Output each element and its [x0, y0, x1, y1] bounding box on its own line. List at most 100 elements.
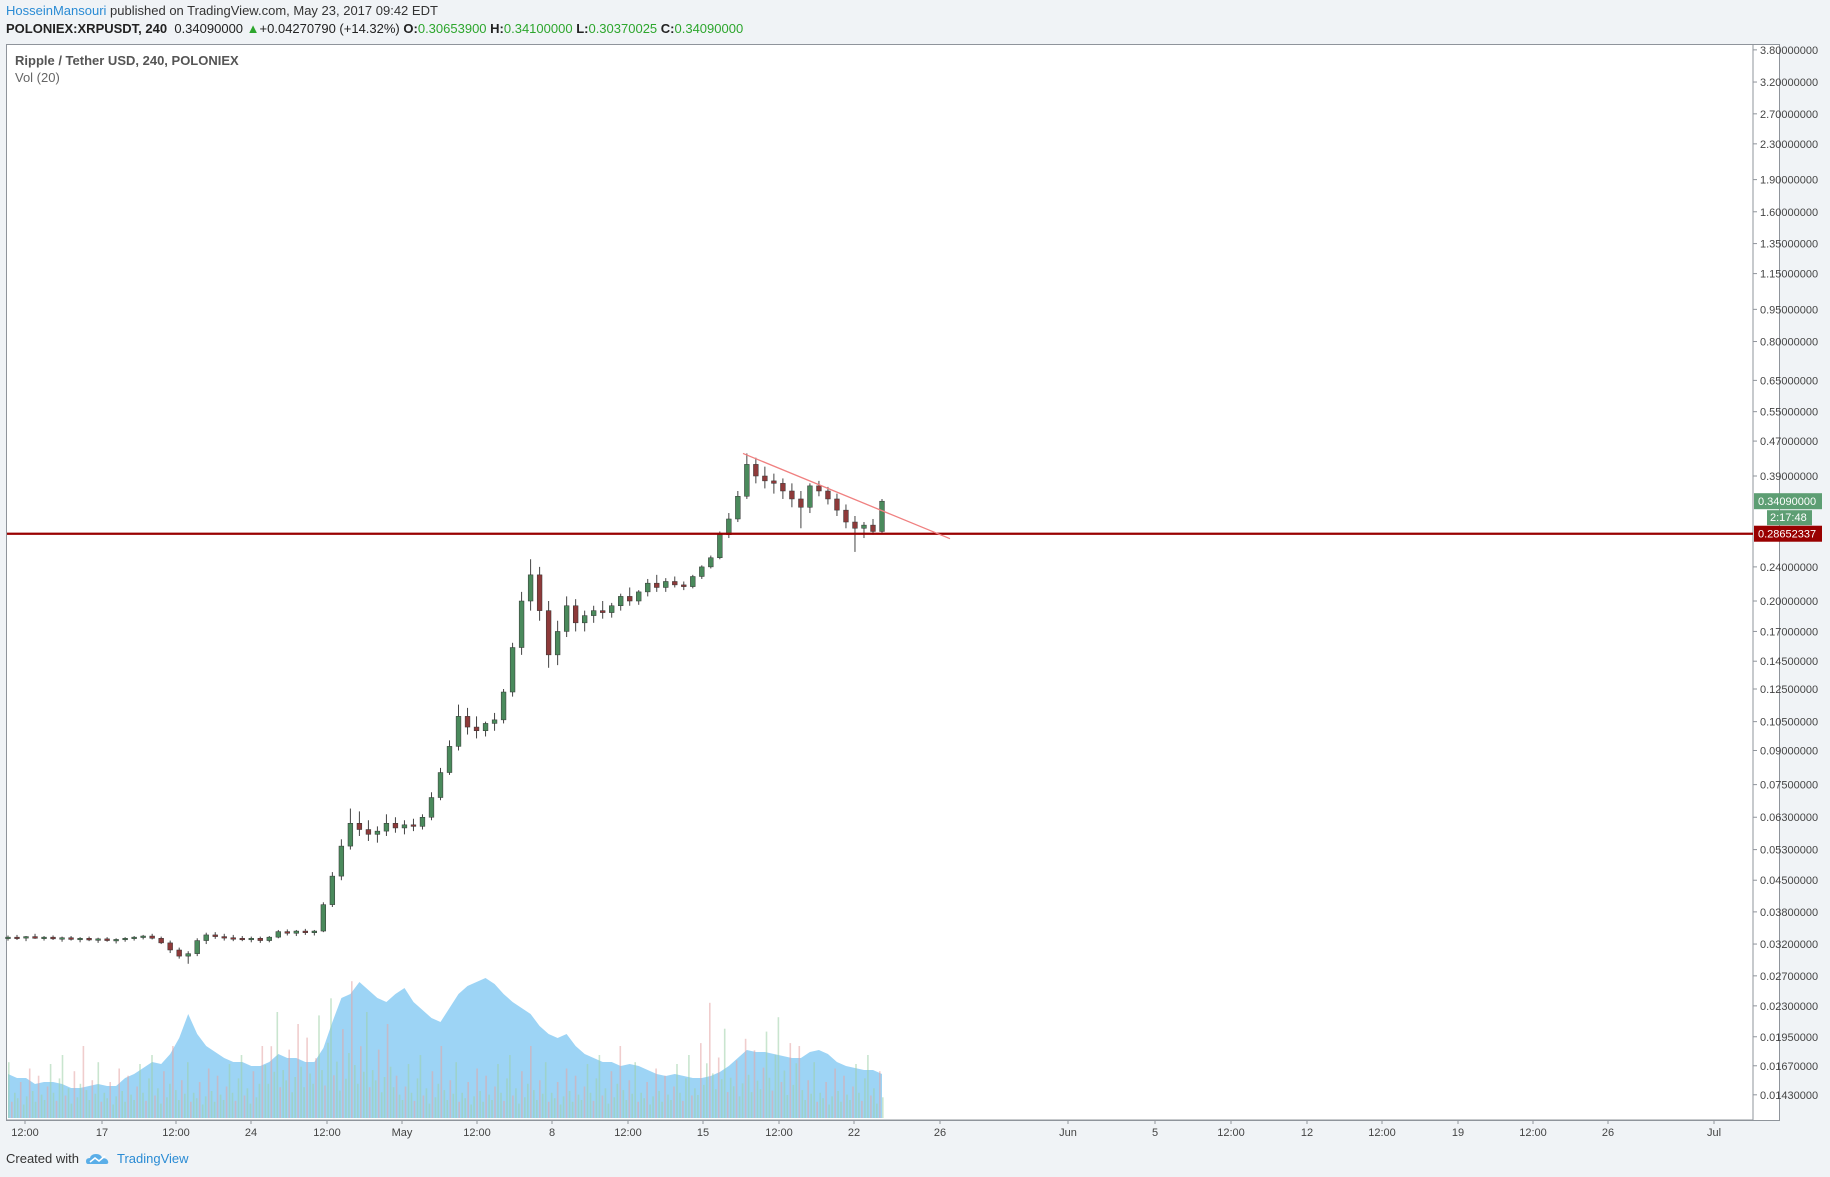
volume-bar	[694, 1088, 696, 1118]
volume-bar	[676, 1064, 678, 1118]
x-tick-label: 12:00	[162, 1127, 190, 1139]
volume-bar	[228, 1064, 231, 1118]
volume-bar	[291, 1092, 293, 1118]
volume-bar	[106, 1098, 108, 1118]
support-price-label: 0.28652337	[1758, 529, 1816, 541]
candle-body	[753, 464, 759, 477]
candle-body	[600, 610, 606, 613]
y-tick-label: 0.02700000	[1760, 971, 1818, 983]
volume-bar	[151, 1055, 153, 1118]
volume-bar	[613, 1097, 616, 1118]
volume-bar	[130, 1094, 132, 1118]
tradingview-brand[interactable]: TradingView	[116, 1151, 189, 1166]
volume-bar	[267, 1083, 270, 1118]
volume-bar	[449, 1080, 452, 1118]
volume-bar	[342, 1029, 344, 1118]
candle-body	[645, 582, 651, 593]
y-tick-label: 0.02300000	[1760, 1001, 1818, 1013]
volume-bar	[571, 1101, 574, 1118]
volume-bar	[852, 1086, 854, 1118]
candle-body	[230, 937, 236, 940]
volume-bar	[240, 1055, 243, 1118]
x-tick-label: 12:00	[1217, 1127, 1245, 1139]
volume-bar	[834, 1068, 836, 1118]
volume-bar	[753, 1050, 756, 1118]
volume-bar	[816, 1101, 818, 1118]
volume-bar	[825, 1082, 827, 1118]
volume-bar	[249, 1103, 252, 1118]
volume-bar	[783, 1070, 786, 1118]
y-tick-label: 0.65000000	[1760, 375, 1818, 387]
volume-bar	[434, 1097, 437, 1118]
volume-bar	[88, 1100, 91, 1118]
volume-bar	[198, 1082, 201, 1118]
volume-bar	[792, 1084, 795, 1118]
y-tick-label: 0.05300000	[1760, 845, 1818, 857]
candle-body	[338, 845, 345, 877]
countdown-label: 2:17:48	[1770, 512, 1807, 524]
candle-body	[392, 823, 399, 829]
volume-bar	[219, 1094, 222, 1118]
candle-body	[158, 938, 164, 944]
x-tick-label: 8	[549, 1127, 555, 1139]
volume-bar	[85, 1090, 88, 1118]
volume-bar	[61, 1055, 64, 1118]
volume-bar	[452, 1093, 455, 1118]
candle-body	[545, 610, 552, 656]
volume-bar	[804, 1100, 806, 1118]
candle-body	[248, 938, 254, 941]
volume-bar	[357, 1083, 359, 1118]
volume-bar	[121, 1091, 123, 1118]
volume-bar	[118, 1068, 120, 1118]
volume-bar	[661, 1101, 663, 1118]
volume-bar	[103, 1092, 106, 1118]
x-tick-label: 12	[1301, 1127, 1313, 1139]
candle-body	[239, 938, 245, 941]
volume-bar	[625, 1100, 628, 1118]
volume-bar	[285, 1080, 287, 1118]
x-tick-label: 12:00	[765, 1127, 793, 1139]
volume-bar	[709, 1002, 711, 1118]
volume-bar	[276, 1012, 279, 1118]
candle-body	[122, 938, 128, 941]
volume-bar	[583, 1086, 586, 1118]
x-tick-label: 12:00	[1519, 1127, 1547, 1139]
chart-frame[interactable]	[6, 44, 1780, 1121]
volume-bar	[327, 1042, 329, 1118]
volume-bar	[670, 1100, 672, 1118]
volume-bar	[717, 1057, 720, 1118]
candle-body	[293, 930, 299, 934]
volume-bar	[366, 1012, 368, 1118]
volume-bar	[374, 1080, 377, 1118]
candle-body	[572, 605, 579, 624]
candle-body	[690, 576, 696, 587]
candle-body	[762, 475, 768, 482]
volume-bar	[530, 1046, 532, 1118]
volume-bar	[16, 1098, 19, 1118]
volume-bar	[732, 1086, 735, 1118]
y-tick-label: 1.90000000	[1760, 175, 1818, 187]
volume-bar	[237, 1078, 240, 1118]
volume-bar	[46, 1086, 49, 1118]
author-link[interactable]: HosseinMansouri	[6, 3, 107, 18]
x-tick-label: May	[392, 1127, 413, 1139]
volume-bar	[494, 1086, 496, 1118]
volume-bar	[703, 1084, 705, 1118]
volume-bar	[550, 1092, 553, 1118]
volume-bar	[404, 1086, 407, 1118]
candle-body	[672, 581, 678, 586]
volume-bar	[568, 1091, 571, 1118]
published-text: published on TradingView.com, May 23, 20…	[106, 3, 438, 18]
volume-bar	[747, 1074, 750, 1118]
candle-body	[113, 939, 119, 942]
volume-bar	[646, 1082, 648, 1118]
volume-bar	[73, 1071, 76, 1118]
volume-bar	[216, 1075, 219, 1118]
volume-bar	[574, 1075, 577, 1118]
volume-bar	[443, 1090, 446, 1118]
candle-body	[536, 574, 543, 611]
candle-body	[203, 934, 209, 941]
volume-bar	[864, 1078, 866, 1118]
y-tick-label: 0.24000000	[1760, 562, 1818, 574]
